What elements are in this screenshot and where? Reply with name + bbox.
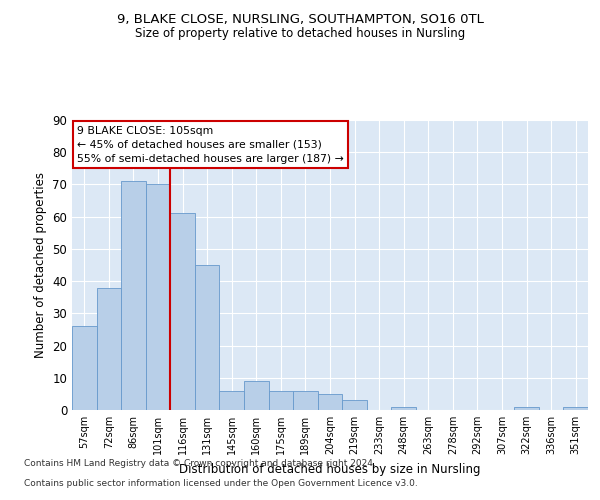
Bar bbox=[121, 181, 146, 410]
Bar bbox=[391, 407, 416, 410]
Bar bbox=[72, 326, 97, 410]
Bar bbox=[563, 407, 588, 410]
Text: Contains HM Land Registry data © Crown copyright and database right 2024.: Contains HM Land Registry data © Crown c… bbox=[24, 458, 376, 468]
Bar bbox=[146, 184, 170, 410]
X-axis label: Distribution of detached houses by size in Nursling: Distribution of detached houses by size … bbox=[179, 462, 481, 475]
Text: 9 BLAKE CLOSE: 105sqm
← 45% of detached houses are smaller (153)
55% of semi-det: 9 BLAKE CLOSE: 105sqm ← 45% of detached … bbox=[77, 126, 344, 164]
Y-axis label: Number of detached properties: Number of detached properties bbox=[34, 172, 47, 358]
Bar bbox=[220, 390, 244, 410]
Bar bbox=[318, 394, 342, 410]
Bar bbox=[170, 214, 195, 410]
Bar bbox=[342, 400, 367, 410]
Text: Contains public sector information licensed under the Open Government Licence v3: Contains public sector information licen… bbox=[24, 478, 418, 488]
Text: Size of property relative to detached houses in Nursling: Size of property relative to detached ho… bbox=[135, 28, 465, 40]
Bar bbox=[514, 407, 539, 410]
Bar bbox=[293, 390, 318, 410]
Bar bbox=[97, 288, 121, 410]
Bar bbox=[244, 381, 269, 410]
Bar bbox=[269, 390, 293, 410]
Bar bbox=[195, 265, 220, 410]
Text: 9, BLAKE CLOSE, NURSLING, SOUTHAMPTON, SO16 0TL: 9, BLAKE CLOSE, NURSLING, SOUTHAMPTON, S… bbox=[116, 12, 484, 26]
